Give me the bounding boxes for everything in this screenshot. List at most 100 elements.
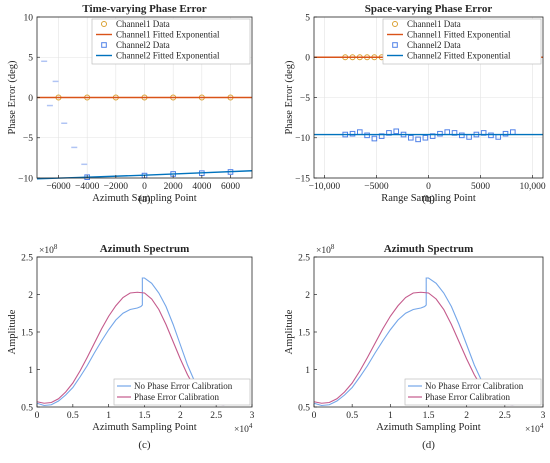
legend-symbol-circle [101, 21, 107, 27]
x-tick-label: 2 [178, 411, 183, 421]
y-tick-label: 1.5 [21, 328, 33, 338]
y-tick-label: 0 [28, 94, 33, 104]
x-tick-label: −10,000 [309, 182, 341, 192]
x-tick-label: 1 [106, 411, 111, 421]
y-tick-label: 1 [28, 366, 33, 376]
y-axis-label: Phase Error (deg) [7, 60, 18, 135]
x-exponent-power: 4 [249, 422, 253, 430]
y-tick-label: 5 [305, 13, 310, 23]
chart-title: Time-varying Phase Error [82, 3, 206, 15]
x-tick-label: 0 [426, 182, 431, 192]
x-axis-label: Range Sampling Point [381, 193, 476, 204]
x-tick-label: 0.5 [67, 411, 79, 421]
data-point-square [502, 130, 509, 137]
legend-box [404, 378, 542, 406]
y-tick-label: −10 [295, 134, 310, 144]
data-point-square [364, 132, 370, 139]
x-tick-label: 5000 [471, 182, 490, 192]
data-point-square [349, 130, 356, 137]
y-axis-label: Amplitude [7, 309, 18, 354]
chart-title: Azimuth Spectrum [100, 243, 190, 255]
legend-symbol-circle [392, 21, 398, 27]
panel-b: −10,000 −5000 0 5000 10,000 −15 −10 −5 0 5 Space-v… [284, 3, 546, 205]
y-tick-label: 0.5 [298, 403, 310, 413]
data-point-square [422, 134, 429, 141]
legend-label: Channel1 Fitted Exponential [116, 30, 220, 40]
legend-symbol-square [101, 42, 107, 48]
x-exponent-power: 4 [540, 422, 544, 430]
data-point-square [408, 134, 414, 141]
legend-symbol-square [392, 42, 398, 48]
y-axis-label: Phase Error (deg) [284, 60, 295, 135]
y-exponent: ×108 [316, 243, 335, 256]
x-tick-label: 1.5 [139, 411, 151, 421]
x-tick-label: 3 [541, 411, 546, 421]
legend-box [113, 378, 251, 406]
panel-caption: (a) [138, 193, 151, 205]
legend-label: Channel1 Data [116, 19, 170, 29]
legend-label: Channel1 Fitted Exponential [407, 30, 511, 40]
x-tick-label: −4000 [75, 182, 100, 192]
panel-caption: (c) [138, 439, 151, 451]
y-exponent: ×108 [39, 243, 58, 256]
legend-label: Channel2 Fitted Exponential [116, 51, 220, 61]
x-tick-label: 3 [250, 411, 255, 421]
x-tick-label: 6000 [221, 182, 240, 192]
data-point-square [510, 129, 516, 135]
panel-caption: (b) [422, 193, 435, 205]
y-tick-label: 0.5 [21, 403, 33, 413]
x-tick-label: 0 [142, 182, 147, 192]
data-point-square [444, 129, 451, 135]
y-tick-label: −15 [295, 174, 310, 184]
panel-caption: (d) [422, 439, 435, 451]
data-point-square [357, 129, 363, 135]
x-axis-label: Azimuth Sampling Point [92, 193, 197, 204]
y-exponent-power: 8 [331, 243, 335, 251]
x-tick-label: 4000 [192, 182, 211, 192]
x-exponent: ×104 [234, 422, 253, 435]
legend-box [382, 18, 542, 65]
x-tick-label: 1.5 [423, 411, 435, 421]
x-axis-label: Azimuth Sampling Point [92, 422, 197, 433]
chart-title: Azimuth Spectrum [384, 243, 474, 255]
x-tick-label: 2.5 [499, 411, 511, 421]
x-tick-label: −5000 [364, 182, 389, 192]
data-point-square [371, 135, 378, 142]
data-point-square [415, 136, 421, 143]
y-tick-label: 0 [305, 54, 310, 64]
x-tick-label: 2 [464, 411, 469, 421]
legend-label: Channel2 Fitted Exponential [407, 51, 511, 61]
y-tick-label: −5 [23, 134, 33, 144]
legend-box [91, 18, 251, 65]
x-tick-label: 2000 [164, 182, 183, 192]
legend-label: Channel2 Data [407, 40, 461, 50]
y-tick-label: −10 [18, 174, 33, 184]
y-tick-label: −5 [300, 94, 310, 104]
y-tick-label: 1.5 [298, 328, 310, 338]
legend-label: Channel1 Data [407, 19, 461, 29]
y-tick-label: 2 [28, 291, 33, 301]
x-tick-label: −2000 [104, 182, 129, 192]
legend-label: Phase Error Calibration [134, 392, 219, 402]
y-tick-label: 2 [305, 291, 310, 301]
x-tick-label: 1 [388, 411, 393, 421]
y-tick-label: 5 [28, 54, 33, 64]
data-point-square [393, 128, 400, 135]
panel-a: −6000 −4000 −2000 0 2000 4000 6000 −10 −5 0 5 10 Tim… [7, 3, 253, 205]
data-point-square [437, 130, 443, 137]
y-tick-label: 2.5 [298, 253, 310, 263]
chart-title: Space-varying Phase Error [365, 3, 493, 15]
x-exponent: ×104 [525, 422, 544, 435]
legend-label: Channel2 Data [116, 40, 170, 50]
y-tick-label: 1 [305, 366, 310, 376]
x-tick-label: 0 [35, 411, 40, 421]
data-point-square [495, 134, 502, 140]
y-axis-label: Amplitude [284, 309, 295, 354]
legend-label: Phase Error Calibration [425, 392, 510, 402]
